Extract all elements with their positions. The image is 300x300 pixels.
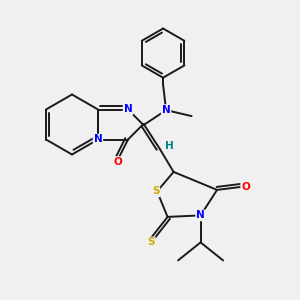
Text: S: S: [152, 186, 159, 197]
Text: S: S: [147, 237, 155, 248]
Text: N: N: [94, 134, 102, 145]
Text: N: N: [162, 105, 170, 115]
Text: O: O: [113, 157, 122, 167]
Text: O: O: [241, 182, 250, 192]
Text: N: N: [196, 210, 205, 220]
Text: N: N: [124, 104, 132, 115]
Text: H: H: [165, 141, 173, 152]
